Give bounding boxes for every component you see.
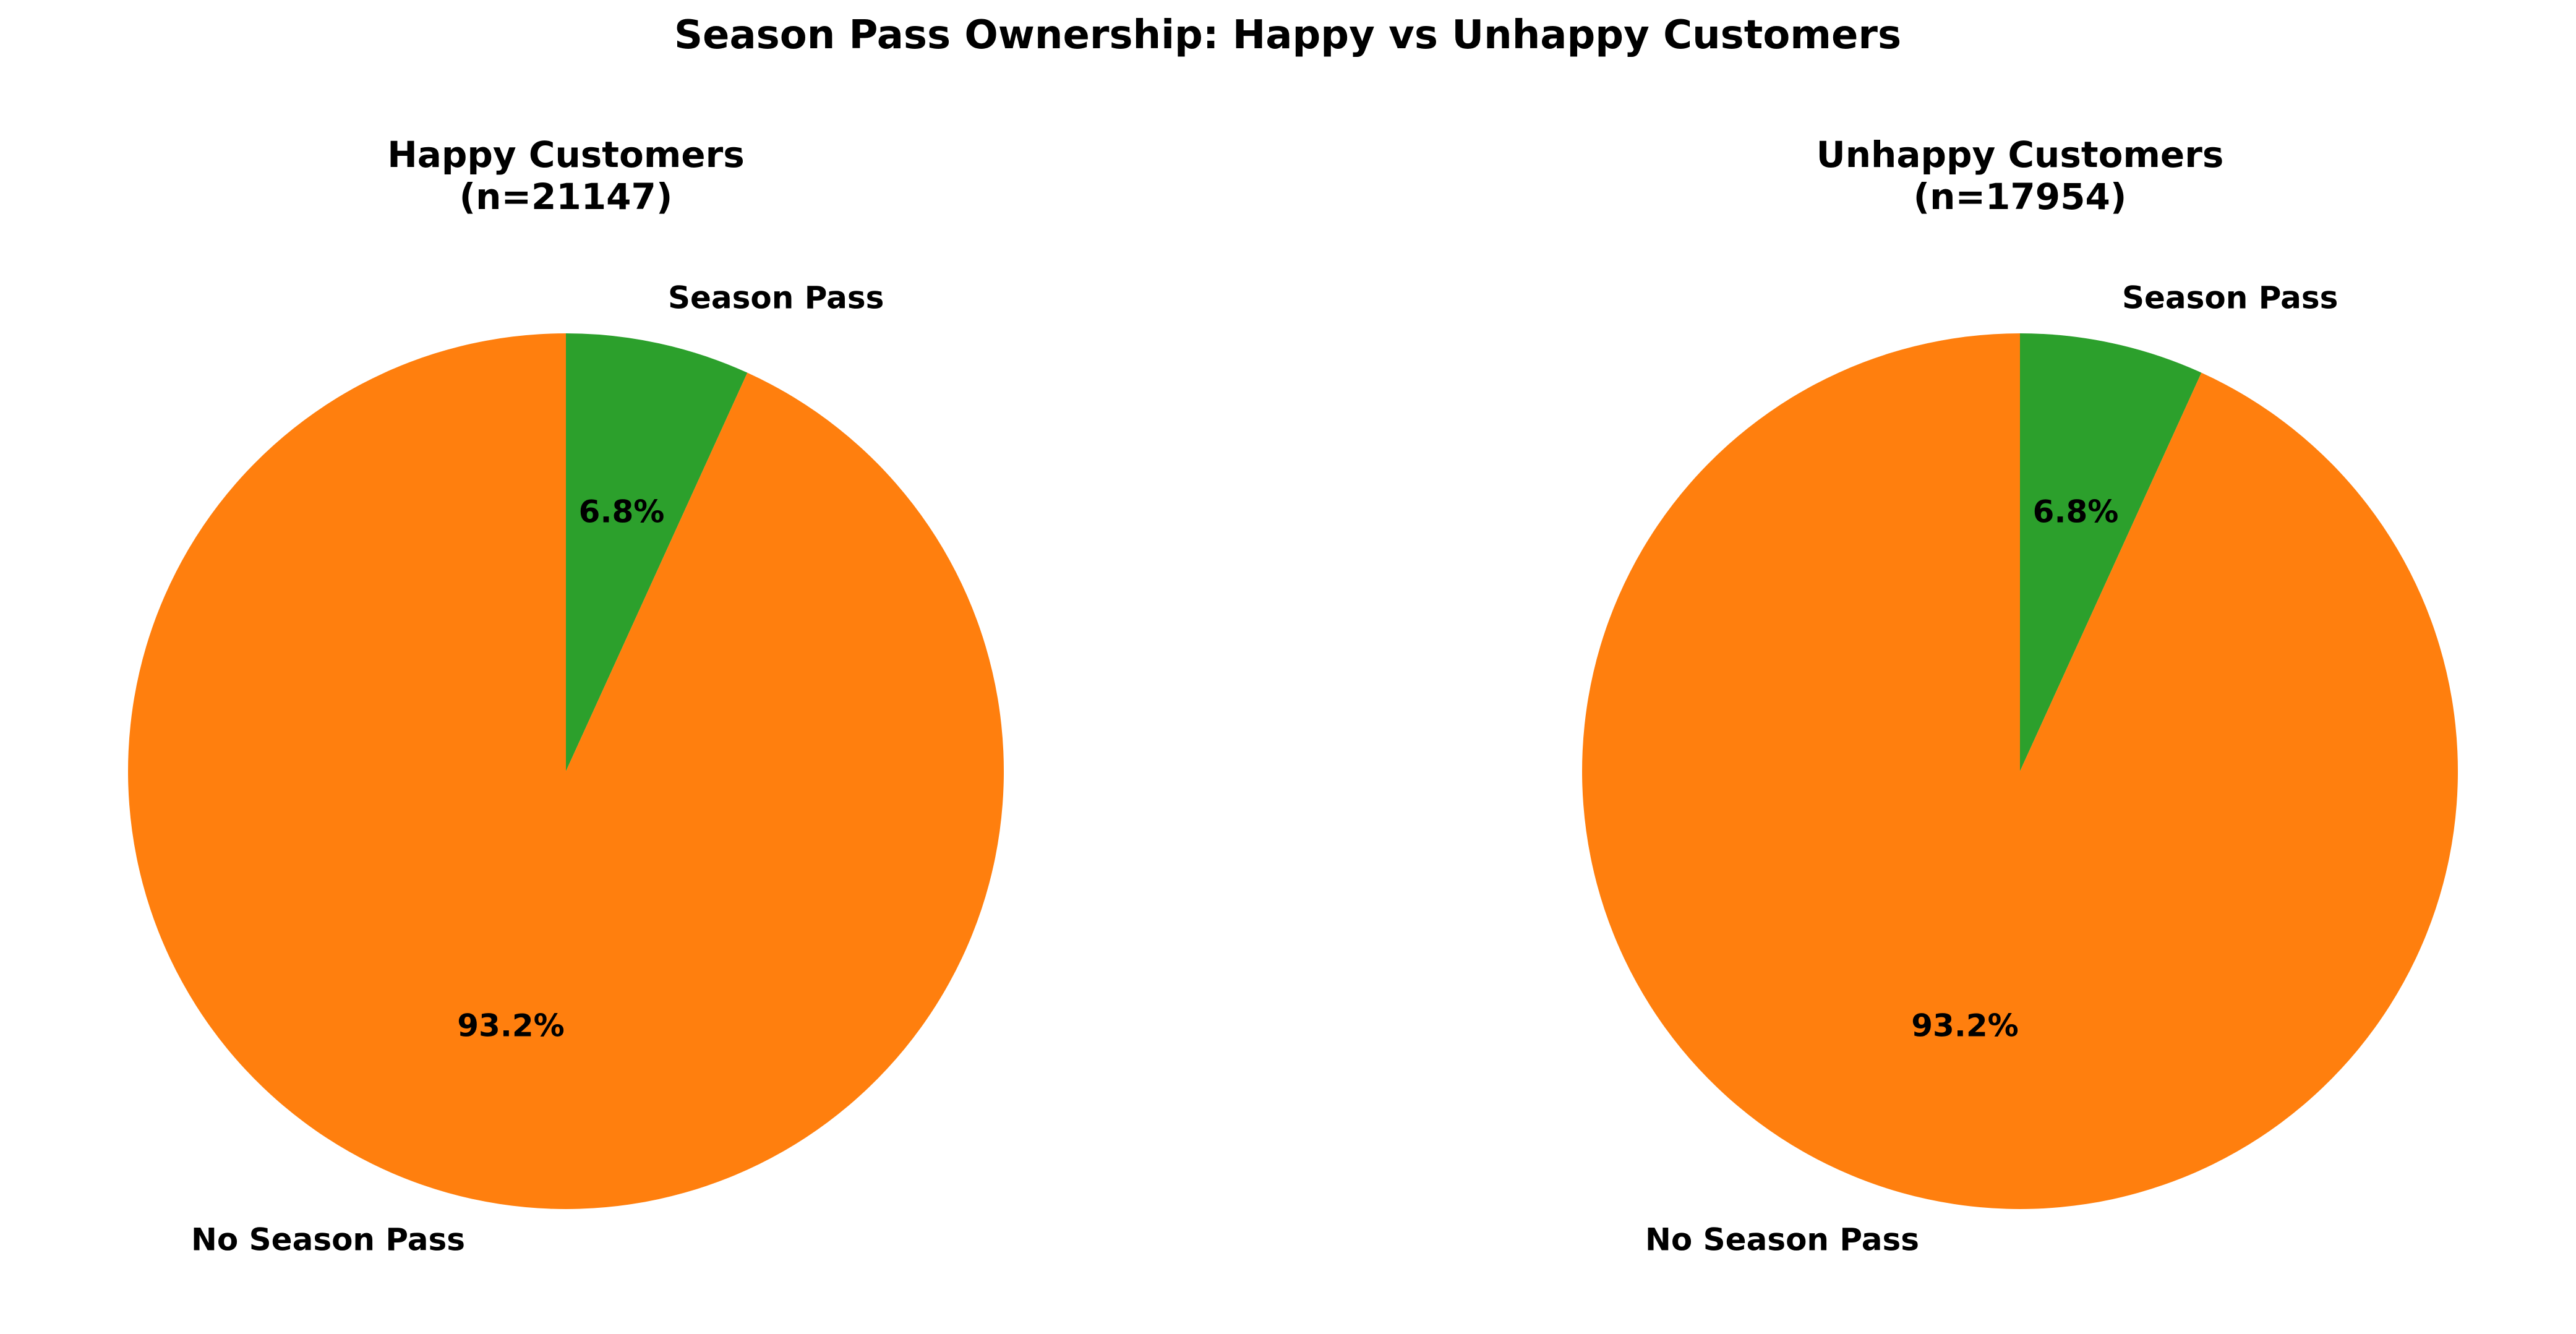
pie-slice-season-pass <box>566 333 748 771</box>
slice-percent-label: 93.2% <box>1911 1008 2018 1044</box>
pie-chart-happy: Happy Customers (n=21147) 6.8% 93.2% Sea… <box>128 134 1004 1258</box>
chart-title-line-2: (n=17954) <box>1914 176 2127 218</box>
figure-title: Season Pass Ownership: Happy vs Unhappy … <box>674 12 1901 58</box>
chart-title-line-1: Happy Customers <box>387 134 745 176</box>
pie-slice-no-season-pass <box>1582 333 2458 1209</box>
slice-category-label: No Season Pass <box>1645 1222 1919 1258</box>
slice-category-label: No Season Pass <box>191 1222 465 1258</box>
chart-title-line-2: (n=21147) <box>460 176 673 218</box>
slice-percent-label: 93.2% <box>457 1008 564 1044</box>
pie-slices <box>128 333 1004 1209</box>
chart-title-line-1: Unhappy Customers <box>1816 134 2224 176</box>
slice-percent-label: 6.8% <box>2033 494 2119 530</box>
pie-slice-season-pass <box>2020 333 2202 771</box>
pie-slice-no-season-pass <box>128 333 1004 1209</box>
pie-chart-unhappy: Unhappy Customers (n=17954) 6.8% 93.2% S… <box>1582 134 2458 1258</box>
pie-slices <box>1582 333 2458 1209</box>
slice-category-label: Season Pass <box>2122 280 2338 316</box>
slice-percent-label: 6.8% <box>579 494 665 530</box>
slice-category-label: Season Pass <box>668 280 884 316</box>
